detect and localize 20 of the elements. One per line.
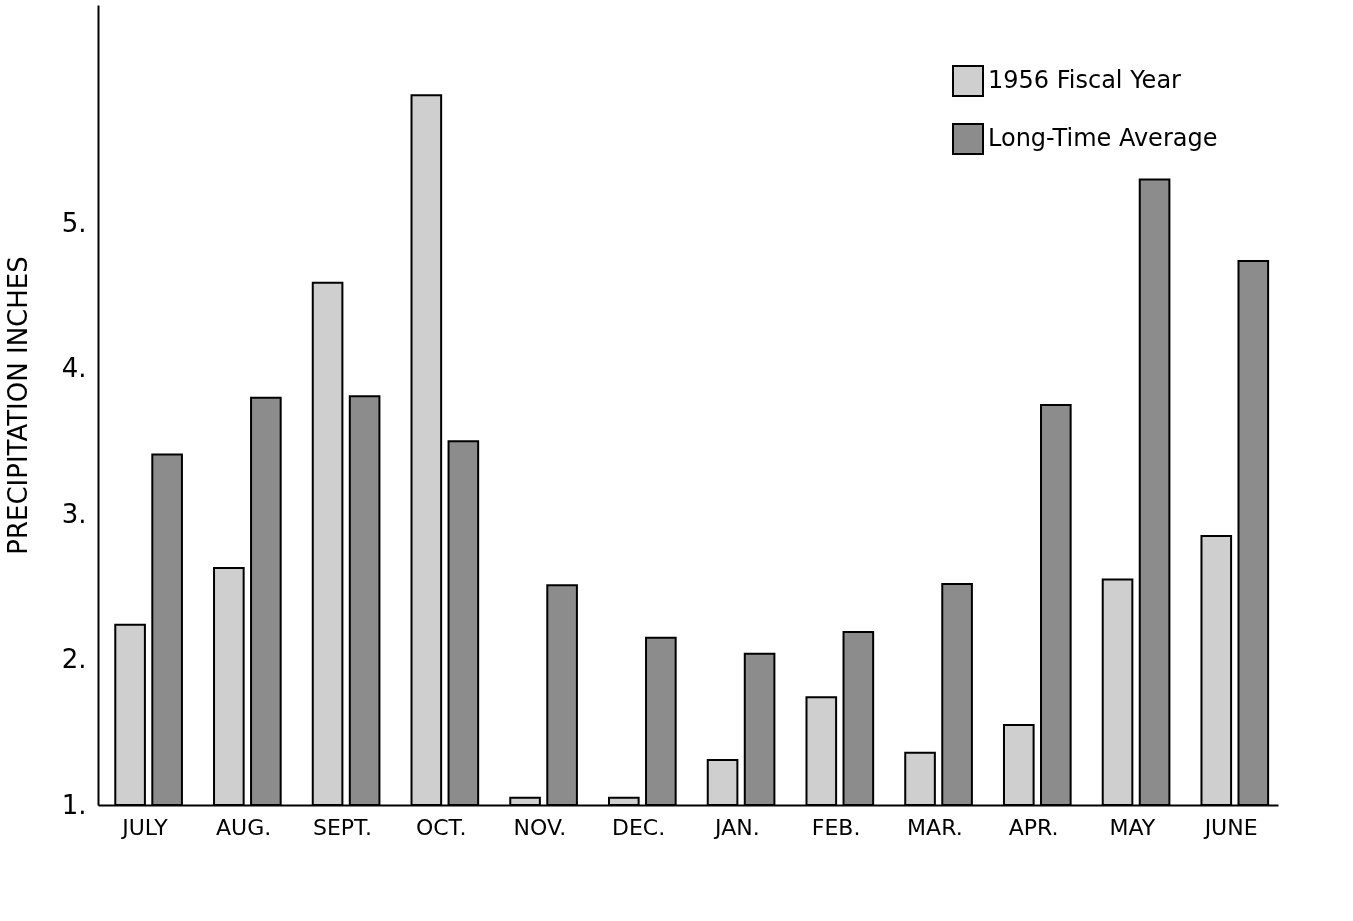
x-tick-label: OCT. xyxy=(415,814,467,840)
x-tick-label: MAR. xyxy=(907,814,963,840)
x-tick-label: MAY xyxy=(1109,814,1156,840)
x-tick-label: NOV. xyxy=(513,814,567,840)
legend-label: Long-Time Average xyxy=(988,124,1218,152)
y-tick-label: 4. xyxy=(61,353,87,384)
x-tick-label: JUNE xyxy=(1202,814,1258,840)
x-tick-label: AUG. xyxy=(216,814,272,840)
y-tick-label: 1. xyxy=(61,789,87,820)
legend-label: 1956 Fiscal Year xyxy=(988,66,1182,94)
x-tick-label: JAN. xyxy=(713,814,760,840)
x-tick-label: SEPT. xyxy=(312,814,372,840)
y-tick-label: 3. xyxy=(61,498,87,529)
x-tick-label: JULY xyxy=(120,814,169,840)
x-tick-label: DEC. xyxy=(612,814,666,840)
y-tick-label: 5. xyxy=(61,207,87,238)
y-tick-label: 2. xyxy=(61,644,87,675)
y-axis-title: PRECIPITATION INCHES xyxy=(2,256,33,555)
x-tick-label: APR. xyxy=(1008,814,1059,840)
x-tick-label: FEB. xyxy=(811,814,861,840)
